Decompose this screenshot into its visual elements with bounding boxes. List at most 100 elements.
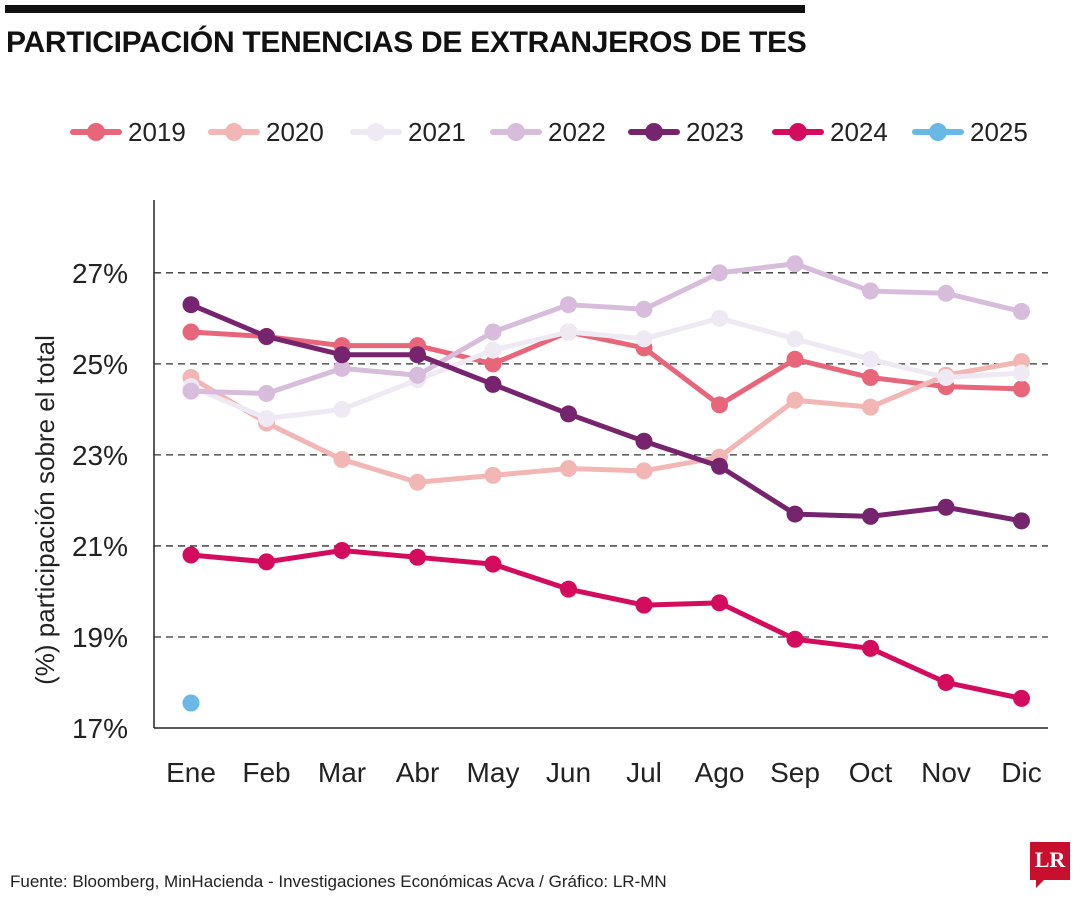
data-point-2024-Jun [560,580,577,598]
data-point-2019-Oct [862,369,879,387]
series-line-2021 [188,315,1024,421]
data-point-2022-Nov [937,284,955,302]
data-point-2022-Sep [786,255,804,273]
x-tick-label: Dic [1001,757,1041,788]
legend-swatch [70,112,122,152]
legend-label: 2022 [548,116,606,147]
series-line-2022 [188,261,1024,396]
data-point-2022-Oct [862,282,879,300]
data-point-2020-Sep [786,391,804,409]
legend-dot [87,123,105,141]
legend-dot [225,123,243,141]
series-2024 [182,541,1030,707]
source-note: Fuente: Bloomberg, MinHacienda - Investi… [10,872,667,891]
y-tick-label: 21% [72,531,128,562]
data-point-2021-Jul [635,330,653,348]
y-tick-label: 25% [72,349,128,380]
legend-swatch [628,112,680,152]
data-point-2023-Sep [786,505,804,523]
legend-label: 2024 [830,116,888,147]
data-point-2023-May [484,375,502,393]
data-point-2023-Ene [182,296,200,314]
data-point-2021-Feb [258,409,275,427]
data-point-2022-Mar [333,359,351,377]
x-tick-label: Jun [546,757,591,788]
x-tick-label: Oct [849,757,893,788]
x-tick-label: Ago [695,757,745,788]
y-tick-label: 17% [72,713,128,744]
legend-swatch [208,112,260,152]
data-point-2020-May [484,466,502,484]
data-point-2021-May [484,341,502,359]
data-point-2019-Dic [1013,380,1030,398]
chart-title: PARTICIPACIÓN TENENCIAS DE EXTRANJEROS D… [6,26,807,59]
y-tick-label: 19% [72,622,128,653]
data-point-2024-May [484,555,502,573]
data-point-2020-Abr [409,473,426,491]
data-point-2023-Nov [937,498,955,516]
data-point-2023-Abr [409,346,426,364]
y-tick-label: 23% [72,440,128,471]
data-point-2021-Nov [937,369,955,387]
data-point-2023-Mar [333,346,351,364]
data-point-2022-Feb [258,384,275,402]
series-2020 [182,353,1030,491]
series-line-2023 [188,302,1024,524]
data-point-2021-Sep [786,330,804,348]
data-point-2020-Mar [333,450,351,468]
x-tick-label: Abr [396,757,440,788]
legend-label: 2025 [970,116,1028,147]
data-point-2025-Ene [182,694,200,712]
series-2022 [182,255,1030,402]
series-2023 [182,296,1030,530]
x-tick-label: May [467,757,520,788]
legend-dot [789,123,807,141]
legend-swatch [912,112,964,152]
data-point-2024-Oct [862,639,879,657]
x-tick-label: Ene [166,757,216,788]
data-point-2022-Jun [560,296,577,314]
legend-item-2019: 2019 [70,112,186,152]
top-rule [5,5,805,13]
legend-dot [929,123,947,141]
x-tick-label: Sep [770,757,820,788]
data-point-2021-Ago [711,309,728,327]
x-tick-label: Feb [242,757,290,788]
series-2025 [182,694,200,712]
data-point-2024-Feb [258,553,275,571]
legend: 2019 2020 2021 2022 2023 2024 2025 [0,112,1080,152]
legend-dot [367,123,385,141]
legend-dot [507,123,525,141]
data-point-2023-Jun [560,405,577,423]
x-tick-label: Nov [921,757,971,788]
data-point-2021-Oct [862,350,879,368]
data-point-2019-Sep [786,350,804,368]
data-point-2021-Dic [1013,364,1030,382]
data-point-2024-Nov [937,673,955,691]
series-line-2020 [188,359,1024,485]
data-point-2019-May [484,355,502,373]
series-line-2024 [188,547,1024,701]
data-point-2019-Ene [182,323,200,341]
data-point-2024-Mar [333,541,351,559]
data-point-2023-Oct [862,507,879,525]
legend-item-2021: 2021 [350,112,466,152]
lr-logo: LR [1030,842,1070,880]
data-point-2022-Abr [409,366,426,384]
legend-dot [645,123,663,141]
data-point-2024-Dic [1013,689,1030,707]
legend-label: 2019 [128,116,186,147]
legend-item-2024: 2024 [772,112,888,152]
data-point-2024-Sep [786,630,804,648]
lr-logo-tail [1036,878,1046,888]
data-point-2024-Ago [711,594,728,612]
data-point-2021-Mar [333,400,351,418]
data-point-2019-Ago [711,396,728,414]
data-point-2022-Ago [711,264,728,282]
data-point-2020-Jul [635,462,653,480]
legend-swatch [490,112,542,152]
data-point-2023-Dic [1013,512,1030,530]
series-line-2019 [188,329,1024,408]
data-point-2020-Oct [862,398,879,416]
